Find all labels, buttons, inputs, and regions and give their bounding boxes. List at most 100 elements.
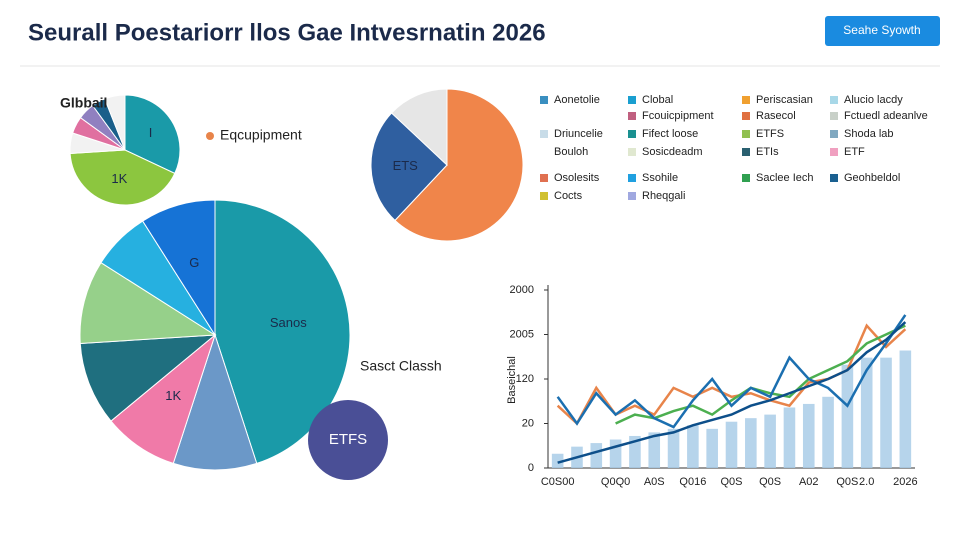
pie-slice	[394, 88, 524, 242]
legend-swatch	[628, 174, 636, 182]
pie-slice	[141, 199, 216, 337]
slice-label: G	[189, 255, 199, 270]
button-label[interactable]: Seahe Syowth	[843, 23, 920, 37]
legend-label: Geohbeldol	[844, 172, 900, 184]
x-tick-label: 2026	[893, 476, 917, 488]
button-bg[interactable]	[825, 16, 940, 46]
x-tick-label: A0S	[644, 476, 665, 488]
badge-label: ETFS	[329, 431, 367, 448]
slice-label: ETS	[393, 158, 419, 173]
legend-swatch	[830, 174, 838, 182]
y-axis-label: Baseichal	[506, 356, 518, 404]
slice-label: Sanos	[270, 315, 307, 330]
legend-swatch	[628, 148, 636, 156]
y-tick-label: 120	[516, 373, 534, 385]
bar	[822, 396, 834, 468]
bar	[764, 414, 776, 468]
legend-label: Clobal	[642, 94, 673, 106]
bar	[745, 418, 757, 468]
bar	[687, 425, 699, 468]
legend-swatch	[628, 130, 636, 138]
legend-swatch	[540, 174, 548, 182]
pie-slice	[79, 334, 217, 422]
legend-label: ETFS	[756, 128, 784, 140]
legend-swatch	[830, 112, 838, 120]
x-tick-label: C0S00	[541, 476, 575, 488]
page-title: Seurall Poestariorr llos Gae Intvesrnati…	[28, 19, 546, 46]
pie-slice	[370, 112, 448, 222]
line-series	[556, 314, 907, 429]
y-tick-label: 2000	[510, 284, 534, 296]
legend-swatch	[628, 112, 636, 120]
legend-label: Fctuedl adeanlve	[844, 110, 928, 122]
legend-label: Cocts	[554, 190, 583, 202]
legend-swatch	[540, 96, 548, 104]
bar	[648, 432, 661, 468]
slice-label: 1K	[111, 171, 127, 186]
legend-label: Periscasian	[756, 94, 813, 106]
pie-slice	[79, 261, 217, 345]
legend-label: Bouloh	[554, 146, 588, 158]
bar	[551, 453, 564, 468]
legend-label: ETF	[844, 146, 865, 158]
legend-swatch	[742, 130, 750, 138]
x-tick-label: Q0Q0	[601, 476, 630, 488]
y-tick-label: 2005	[510, 328, 534, 340]
legend-label: Driuncelie	[554, 128, 603, 140]
bar	[841, 364, 854, 468]
legend-swatch	[540, 130, 548, 138]
legend-swatch	[830, 130, 838, 138]
legend-swatch	[830, 148, 838, 156]
slice-label: I	[149, 125, 153, 140]
x-tick-label: Q016	[679, 476, 706, 488]
line-series	[557, 321, 907, 464]
line-series	[615, 324, 906, 425]
x-tick-label: Q0S	[720, 476, 742, 488]
bar	[590, 443, 603, 468]
legend-label: Aonetolie	[554, 94, 600, 106]
legend-swatch	[540, 192, 548, 200]
legend-label: Shoda lab	[844, 128, 894, 140]
legend-label: Sosicdeadm	[642, 146, 703, 158]
legend-label: Osolesits	[554, 172, 600, 184]
legend-label: Alucio lacdy	[844, 94, 903, 106]
legend-swatch	[742, 112, 750, 120]
badge	[308, 400, 388, 480]
slice-label: 1K	[165, 388, 181, 403]
annotation: Sasct Classh	[360, 358, 442, 374]
bar	[667, 428, 680, 468]
bar	[880, 357, 892, 468]
x-tick-label: 2.0	[859, 476, 874, 488]
bar	[899, 350, 912, 468]
x-tick-label: Q0S	[836, 476, 858, 488]
bar	[802, 403, 815, 468]
x-tick-label: A02	[799, 476, 819, 488]
y-tick-label: 20	[522, 417, 534, 429]
legend-label: Saclee Iech	[756, 172, 813, 184]
annotation: Eqcupipment	[220, 127, 302, 143]
pie-slice	[214, 199, 351, 465]
x-tick-label: Q0S	[759, 476, 781, 488]
pie-slice	[124, 94, 181, 175]
legend-label: ETIs	[756, 146, 779, 158]
y-tick-label: 0	[528, 462, 534, 474]
pie-slice	[390, 88, 448, 167]
legend-swatch	[628, 96, 636, 104]
legend-swatch	[742, 174, 750, 182]
legend-label: Fifect loose	[642, 128, 698, 140]
bar	[783, 407, 796, 468]
legend-swatch	[628, 192, 636, 200]
bar	[629, 435, 641, 468]
legend-swatch	[742, 96, 750, 104]
pie-slice	[69, 149, 176, 206]
pie-title: Glbbail	[60, 95, 107, 111]
bar	[860, 357, 873, 468]
pie-slice	[104, 94, 126, 151]
bar	[725, 421, 738, 468]
bar	[609, 439, 622, 468]
pie-slice	[172, 333, 258, 471]
legend-label: Ssohile	[642, 172, 678, 184]
legend-label: Rasecol	[756, 110, 796, 122]
